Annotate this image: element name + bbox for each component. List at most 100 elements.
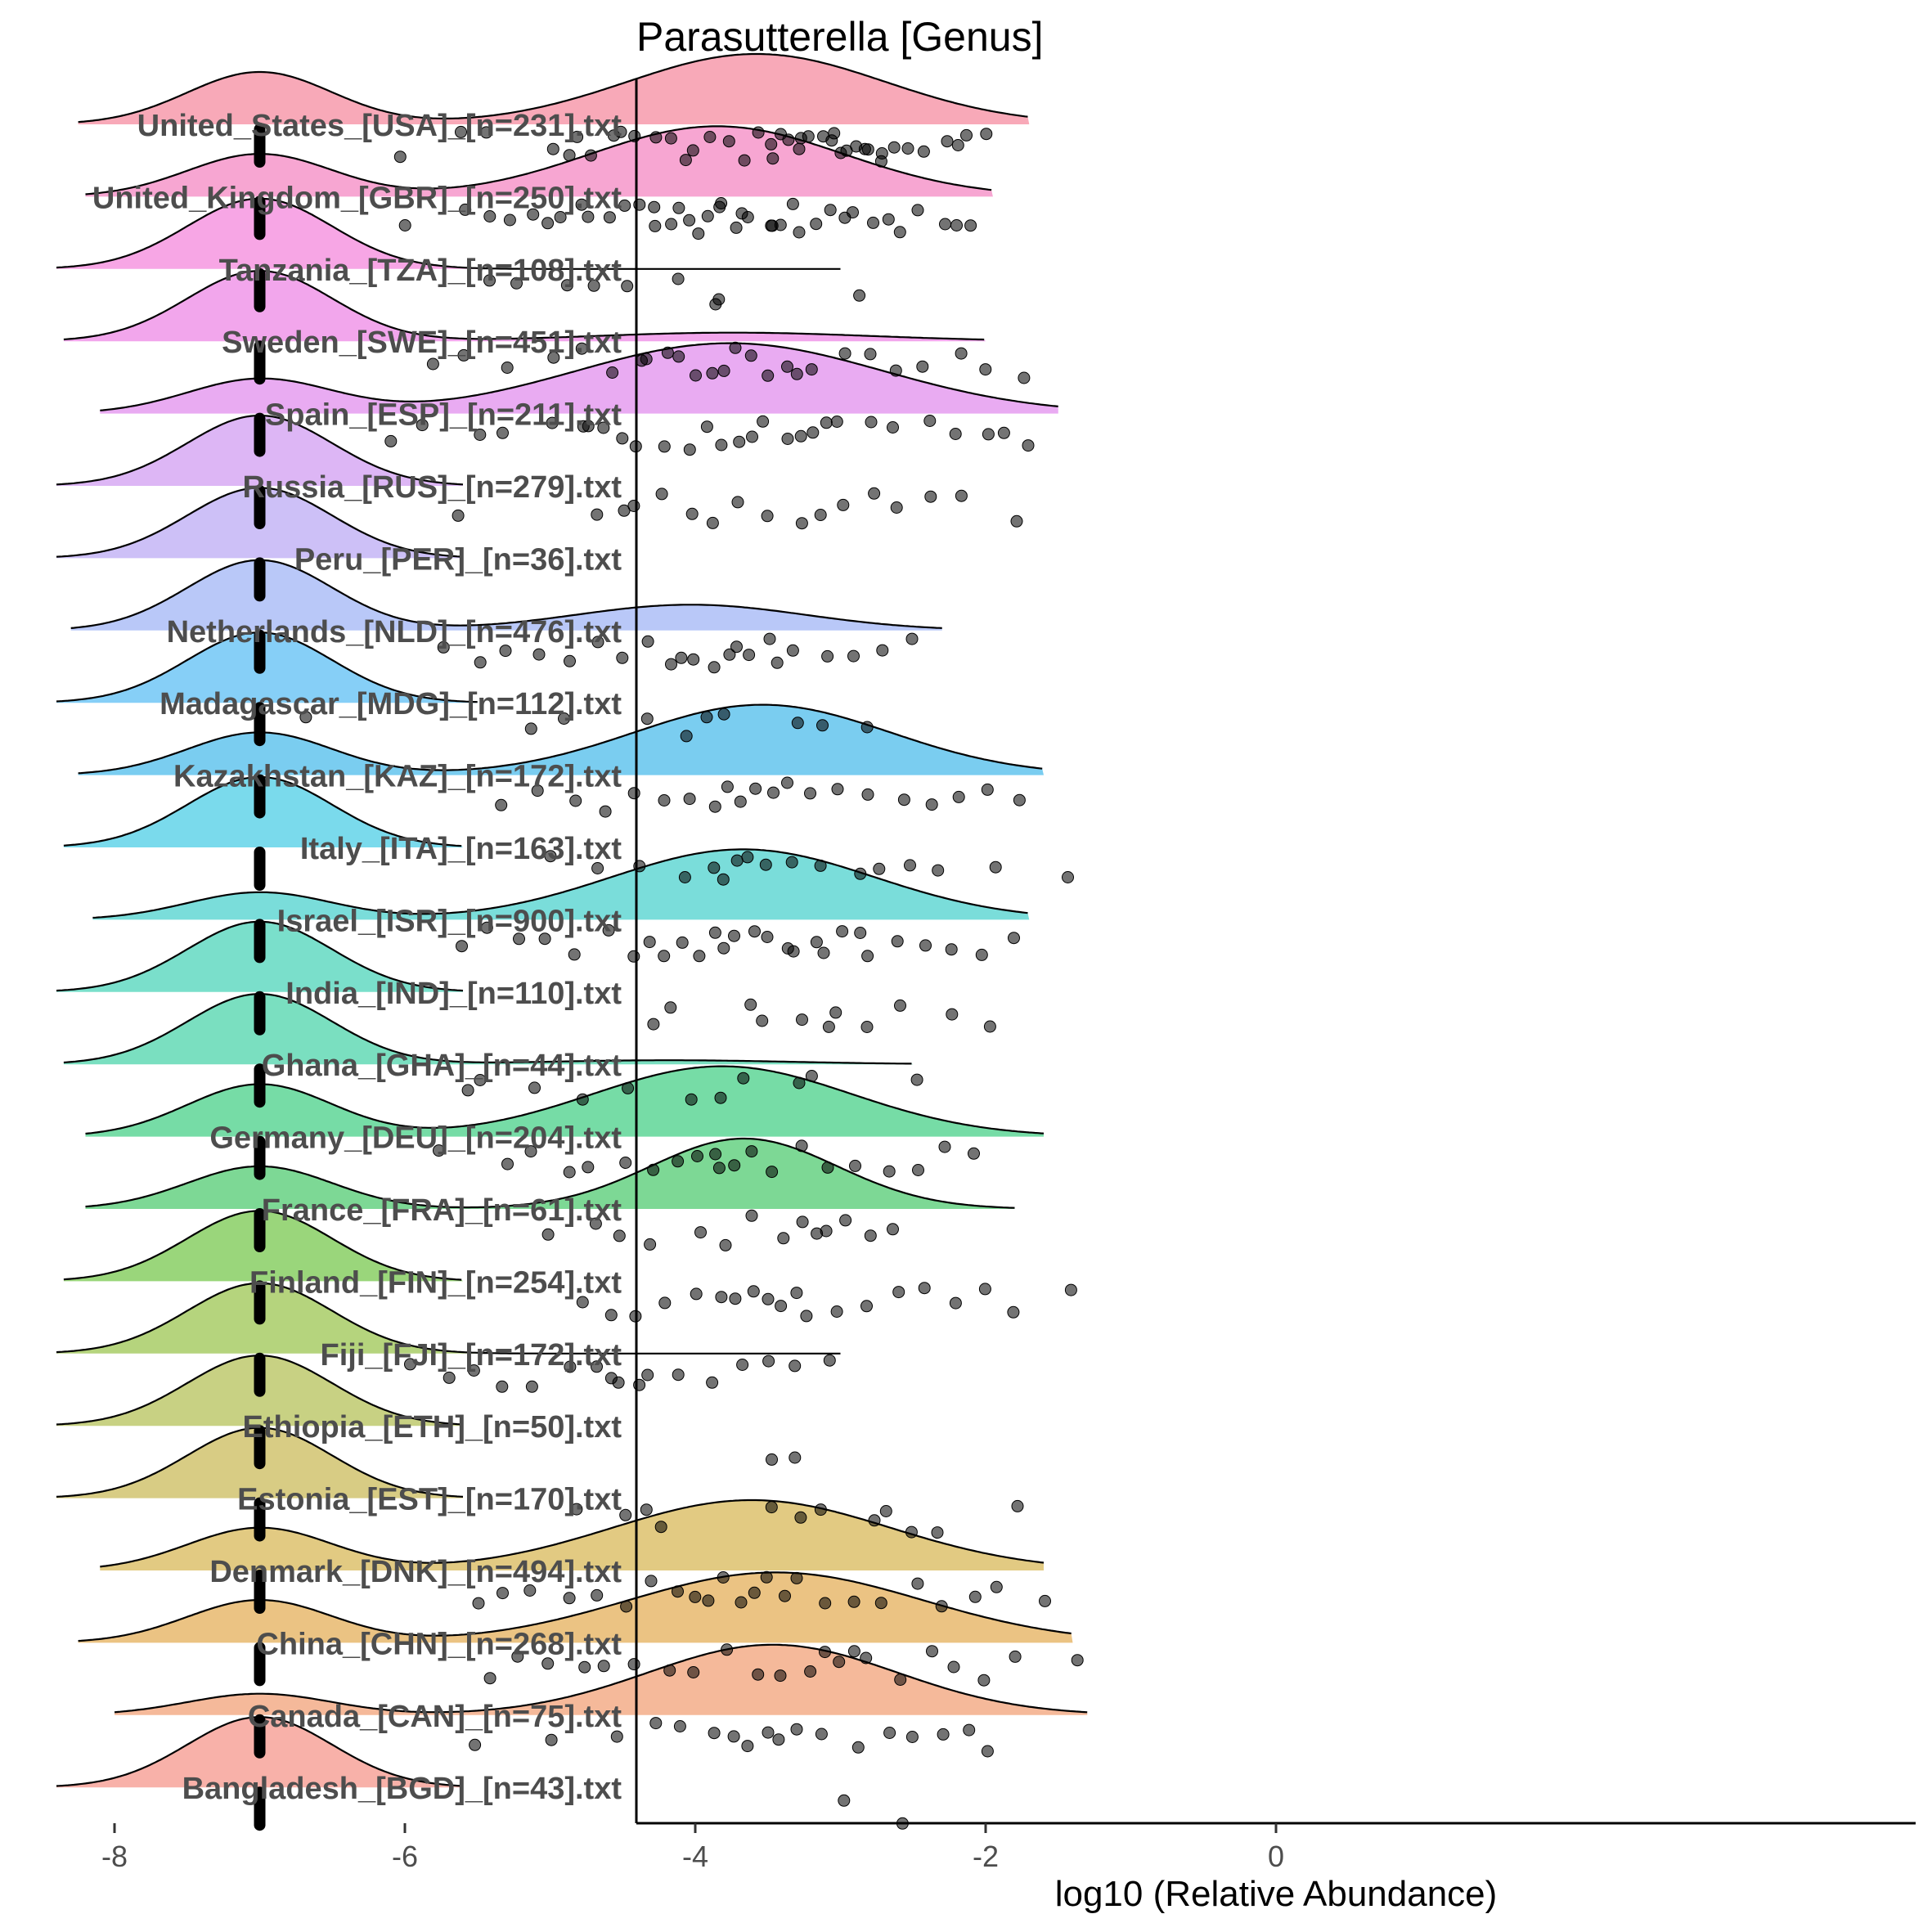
data-point [457, 348, 470, 362]
data-point [981, 783, 994, 796]
data-point [793, 1076, 806, 1090]
data-point [683, 443, 696, 456]
data-point [790, 1723, 803, 1736]
data-point [641, 1368, 654, 1382]
data-point [723, 648, 736, 661]
data-point [576, 1093, 589, 1106]
data-point [672, 201, 685, 214]
data-point [860, 1300, 873, 1313]
data-point [569, 794, 582, 807]
data-point [741, 1740, 754, 1753]
data-point [1022, 439, 1035, 452]
data-point [983, 1020, 996, 1033]
data-point [894, 999, 906, 1012]
data-point [951, 139, 964, 151]
data-point [613, 1229, 626, 1242]
data-point [741, 851, 754, 864]
data-point [1062, 871, 1074, 883]
density-outline [114, 1643, 1088, 1714]
data-point [690, 1287, 703, 1301]
data-point [746, 430, 758, 443]
data-point [795, 517, 808, 530]
data-point [766, 1166, 779, 1179]
category-label: Ethiopia_[ETH]_[n=50].txt [243, 1410, 622, 1445]
data-point [847, 1645, 860, 1658]
data-point [828, 127, 841, 140]
data-point [554, 211, 567, 223]
data-point [532, 648, 546, 661]
data-point [889, 364, 902, 377]
data-point [887, 421, 899, 434]
data-point [1071, 1654, 1084, 1667]
data-point [690, 369, 702, 382]
data-point [1039, 1594, 1051, 1607]
data-point [814, 509, 827, 521]
data-point [496, 1380, 509, 1393]
data-point [765, 1501, 778, 1514]
data-point [810, 936, 823, 949]
data-point [733, 435, 746, 448]
data-point [627, 787, 640, 800]
data-point [708, 926, 721, 939]
data-point [917, 145, 930, 158]
data-point [715, 197, 728, 209]
data-point [610, 1730, 623, 1743]
data-point [714, 1091, 727, 1104]
data-point [474, 1074, 487, 1086]
data-point [627, 1658, 640, 1671]
data-point [1010, 514, 1023, 528]
data-point [715, 438, 728, 452]
data-point [960, 128, 973, 142]
data-point [474, 656, 487, 669]
data-point [766, 1453, 778, 1466]
data-point [829, 1006, 842, 1019]
data-point [717, 941, 730, 955]
data-point [890, 501, 903, 514]
data-point [810, 218, 823, 231]
data-point [867, 216, 879, 229]
data-point [847, 206, 859, 219]
data-point [483, 1672, 496, 1685]
data-point [861, 950, 874, 963]
data-point [1018, 371, 1031, 384]
data-point [730, 640, 743, 654]
data-point [737, 1072, 750, 1085]
density-fill [100, 343, 1058, 414]
data-point [864, 1229, 877, 1242]
data-point [847, 649, 860, 663]
data-point [728, 929, 740, 942]
data-point [649, 219, 662, 232]
data-point [618, 504, 631, 517]
data-point [765, 137, 778, 151]
data-point [706, 516, 719, 529]
data-point [790, 1287, 803, 1300]
data-point [648, 200, 661, 213]
data-point [614, 125, 627, 138]
data-point [905, 1525, 918, 1539]
data-point [910, 1073, 923, 1086]
data-point [700, 420, 713, 434]
data-point [675, 651, 688, 664]
category-label: Sweden_[SWE]_[n=451].txt [222, 326, 622, 360]
data-point [904, 859, 916, 872]
data-point [687, 1666, 700, 1678]
data-point [591, 1588, 604, 1602]
data-point [655, 487, 668, 501]
density-fill [78, 54, 1030, 124]
data-point [752, 126, 765, 139]
data-point [860, 721, 874, 734]
density-outline [92, 848, 1028, 919]
density-outline [85, 1065, 1045, 1135]
data-point [736, 1359, 749, 1371]
data-point [782, 133, 795, 146]
data-point [404, 1358, 416, 1371]
data-point [949, 1296, 962, 1310]
category-label: Canada_[CAN]_[n=75].txt [248, 1700, 622, 1734]
density-outline [78, 703, 1043, 775]
data-point [524, 1145, 537, 1158]
data-point [582, 420, 595, 433]
data-point [728, 1159, 741, 1172]
data-point [820, 416, 833, 429]
data-point [546, 142, 559, 155]
